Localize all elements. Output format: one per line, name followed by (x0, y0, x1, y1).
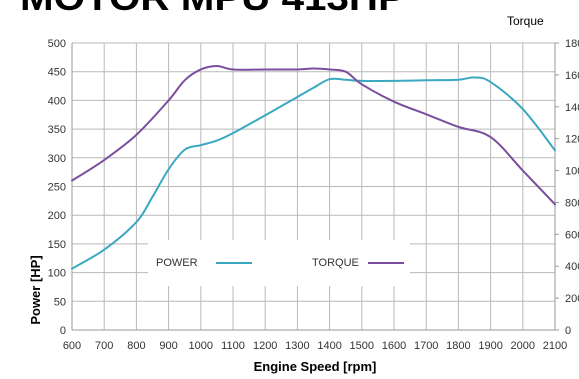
grid (72, 42, 555, 330)
x-tick-label: 1200 (253, 340, 277, 352)
x-tick-label: 1600 (382, 340, 406, 352)
right-tick-label: 180 (565, 38, 579, 50)
x-tick-label: 1100 (221, 340, 245, 352)
right-axis-ticks: 0 200 400 600 800 100 120 140 160 180 (555, 38, 579, 337)
x-tick-label: 700 (95, 340, 113, 352)
left-tick-label: 500 (48, 38, 66, 50)
series-line-torque (71, 64, 556, 206)
right-tick-label: 200 (565, 293, 579, 305)
left-tick-label: 400 (48, 95, 66, 107)
x-tick-label: 1700 (414, 340, 438, 352)
legend-box (148, 240, 410, 286)
right-tick-label: 140 (565, 102, 579, 114)
chart-title: MOTOR MPU 413HP (20, 0, 405, 18)
right-tick-label: 0 (565, 325, 571, 337)
right-tick-label: 600 (565, 229, 579, 241)
left-tick-label: 350 (48, 124, 66, 136)
x-tick-label: 800 (127, 340, 145, 352)
x-tick-label: 1500 (350, 340, 374, 352)
right-axis-title: Torque (507, 14, 544, 28)
series-line-power (71, 76, 556, 270)
right-tick-label: 800 (565, 197, 579, 209)
left-tick-label: 0 (60, 325, 66, 337)
axes (71, 43, 556, 331)
x-tick-label: 1800 (446, 340, 470, 352)
right-tick-label: 100 (565, 166, 579, 178)
x-tick-label: 1900 (478, 340, 502, 352)
x-tick-label: 1000 (189, 340, 213, 352)
left-tick-label: 50 (54, 296, 66, 308)
right-tick-label: 120 (565, 134, 579, 146)
left-tick-label: 300 (48, 153, 66, 165)
left-tick-label: 100 (48, 268, 66, 280)
left-axis-title: Power [HP] (28, 255, 43, 324)
series-lines (71, 64, 556, 270)
x-tick-label: 600 (63, 340, 81, 352)
right-tick-label: 160 (565, 70, 579, 82)
legend: POWER TORQUE (148, 240, 410, 286)
left-axis-ticks: 0 50 100 150 200 250 300 350 400 450 500 (48, 38, 66, 337)
legend-label-torque: TORQUE (312, 257, 359, 269)
x-tick-label: 2100 (543, 340, 567, 352)
left-tick-label: 200 (48, 210, 66, 222)
x-tick-label: 900 (159, 340, 177, 352)
left-tick-label: 150 (48, 239, 66, 251)
legend-label-power: POWER (156, 257, 198, 269)
x-axis-ticks: 600 700 800 900 1000 1100 1200 1300 1400 1500 1600… (63, 340, 567, 352)
x-tick-label: 2000 (511, 340, 535, 352)
x-tick-label: 1300 (285, 340, 309, 352)
left-tick-label: 250 (48, 182, 66, 194)
right-tick-label: 400 (565, 261, 579, 273)
left-tick-label: 450 (48, 67, 66, 79)
x-axis-title: Engine Speed [rpm] (254, 359, 377, 374)
x-tick-label: 1400 (317, 340, 341, 352)
